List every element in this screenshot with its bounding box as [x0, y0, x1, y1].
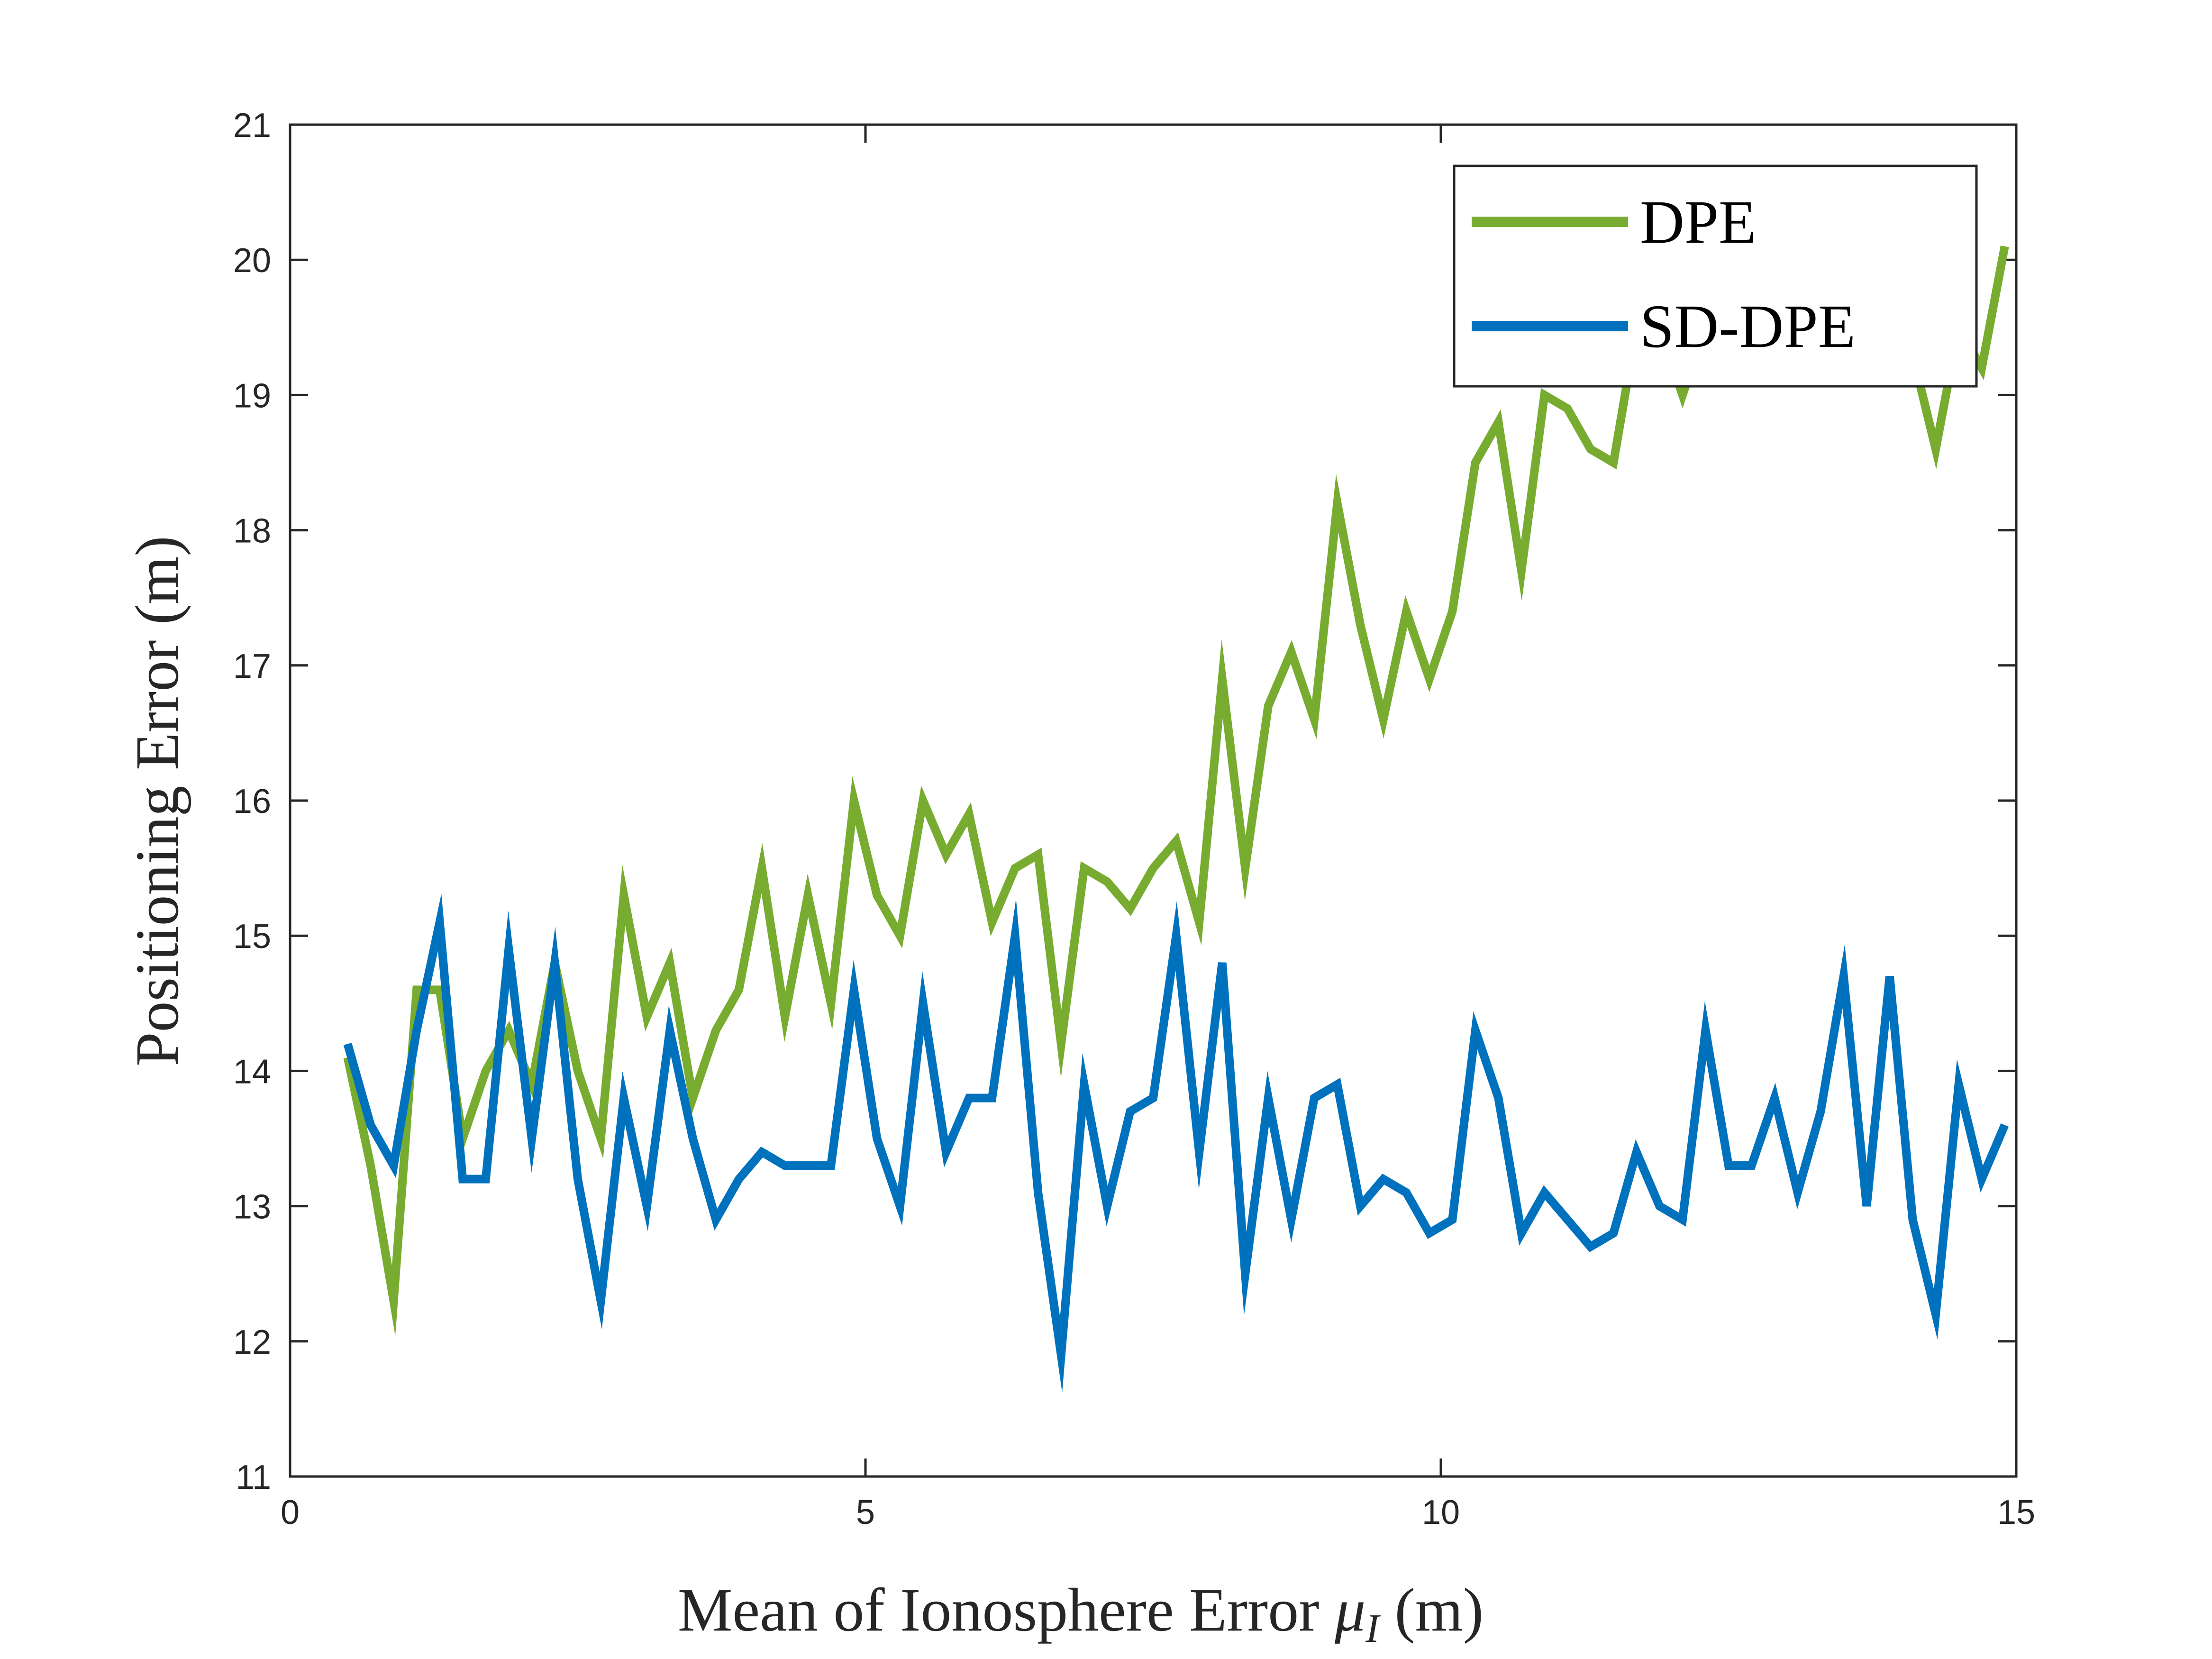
x-tick-label: 0: [281, 1494, 300, 1531]
legend-label-sd-dpe: SD-DPE: [1640, 292, 1856, 361]
y-tick-label: 13: [233, 1188, 271, 1226]
legend-label-dpe: DPE: [1640, 188, 1757, 256]
legend-box: [1453, 164, 1978, 388]
x-tick-label: 15: [1997, 1494, 2035, 1531]
y-tick-label: 18: [233, 512, 271, 550]
x-tick-label: 10: [1422, 1494, 1460, 1531]
legend: DPE SD-DPE: [1453, 164, 1978, 388]
y-axis-title: Positioning Error (m): [123, 536, 191, 1066]
y-tick-label: 14: [233, 1053, 271, 1091]
y-tick-label: 20: [233, 242, 271, 280]
y-tick-label: 17: [233, 647, 271, 685]
plot-area-frame: [289, 123, 2018, 1478]
y-tick-label: 19: [233, 377, 271, 415]
ticks-layer: 0 5 10 15 11 12 13 14 15 16 17 18 19 20 21: [233, 107, 2035, 1531]
y-tick-label: 11: [236, 1458, 271, 1496]
y-tick-label: 16: [233, 783, 271, 820]
x-tick-label: 5: [856, 1494, 875, 1531]
y-tick-label: 15: [233, 918, 271, 956]
series-line-sd-dpe: [343, 893, 2009, 1393]
y-tick-label: 12: [233, 1323, 271, 1361]
y-tick-label: 21: [233, 107, 271, 145]
x-axis-title: Mean of Ionosphere Error μI (m): [678, 1576, 1484, 1651]
